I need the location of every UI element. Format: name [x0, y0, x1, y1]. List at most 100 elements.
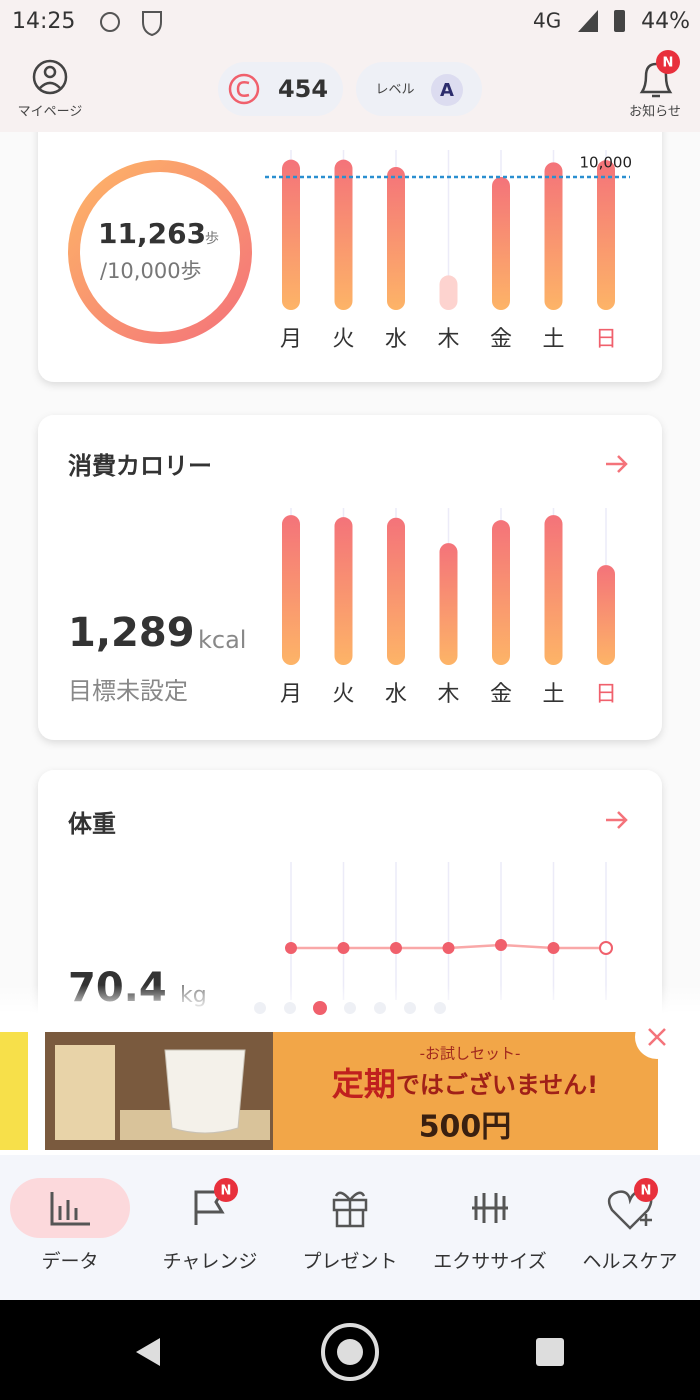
pager-dot-active [313, 1001, 327, 1015]
day-label: 火 [332, 327, 354, 352]
bar [492, 520, 510, 665]
notice-badge [656, 50, 680, 74]
home-button[interactable] [321, 1323, 379, 1381]
charts: 月火水木金土日10,000月火水木金土日 [265, 150, 632, 1000]
bar [597, 565, 615, 665]
status-icon [142, 11, 162, 37]
nav-items: データ チャレンジ N プレゼント エクササイズ ヘルスケア N [41, 1178, 678, 1273]
bar [282, 159, 300, 310]
weight-point [337, 942, 350, 954]
coin-count: 454 [278, 75, 328, 103]
ad-box [55, 1045, 115, 1140]
mypage-button[interactable]: マイページ [18, 59, 83, 120]
day-label: 日 [595, 327, 617, 352]
bell-icon[interactable] [639, 62, 673, 98]
progress-ring [68, 160, 252, 344]
weight-point [285, 942, 297, 954]
status-network: 4G [533, 9, 561, 33]
day-label: 火 [332, 682, 354, 707]
nav-icon[interactable] [50, 1192, 90, 1226]
weight-point [390, 942, 402, 954]
day-label: 土 [542, 327, 564, 352]
steps-goal: /10,000歩 [100, 259, 202, 283]
mypage-icon-body [39, 81, 61, 89]
calories-unit: kcal [198, 626, 246, 654]
ad-headline-rest: ではございません! [396, 1071, 598, 1099]
bar [492, 176, 510, 310]
bar [387, 166, 405, 310]
card-title: 体重 [68, 810, 116, 838]
status-time: 14:25 [12, 9, 75, 34]
bar [334, 159, 353, 310]
bar [439, 543, 458, 665]
day-label: 金 [490, 327, 512, 352]
notice-badge-text: N [663, 56, 674, 71]
ad-headline-strong: 定期 [332, 1065, 396, 1103]
bar [597, 160, 615, 310]
notice-button[interactable]: N お知らせ [629, 50, 681, 120]
battery-icon [614, 10, 625, 32]
bar [544, 515, 563, 665]
calories-value: 1,289 [68, 610, 195, 656]
status-battery: 44% [641, 9, 690, 34]
bar [544, 162, 563, 310]
level-label: レベル [375, 83, 414, 98]
ad-tag: -お試しセット- [420, 1045, 521, 1063]
nav-label[interactable]: ヘルスケア [582, 1251, 677, 1273]
weight-point [547, 942, 560, 954]
bar [334, 517, 353, 665]
coin-icon-c [236, 81, 250, 97]
pager-dot [434, 1002, 446, 1014]
nav-badge-text: N [641, 1184, 652, 1199]
nav-icon[interactable] [472, 1193, 508, 1223]
bar [439, 275, 458, 310]
nav-icon[interactable] [332, 1191, 368, 1228]
steps-value: 11,263 [98, 217, 206, 250]
nav-label[interactable]: プレゼント [302, 1251, 397, 1273]
nav-selected [10, 1178, 130, 1238]
ad-price: 500円 [419, 1110, 512, 1145]
goal-label: 10,000 [580, 153, 633, 171]
mypage-label: マイページ [18, 105, 83, 120]
arrow-icon[interactable] [606, 455, 628, 473]
nav-badge [214, 1178, 238, 1202]
mypage-icon[interactable] [32, 59, 68, 95]
coin-pill[interactable]: 454 [218, 62, 343, 116]
bar [282, 515, 300, 665]
app-header [0, 0, 700, 132]
nav-label[interactable]: チャレンジ [163, 1251, 258, 1273]
card-title: 消費カロリー [68, 452, 212, 480]
pager-dot [374, 1002, 386, 1014]
steps-unit: 歩 [205, 231, 219, 247]
nav-label[interactable]: データ [41, 1251, 98, 1273]
day-label: 木 [437, 682, 459, 707]
day-label: 土 [542, 682, 564, 707]
level-badge [431, 74, 463, 106]
signal-icon [578, 10, 598, 32]
level-value: A [440, 80, 454, 101]
bar [387, 517, 405, 665]
recents-button[interactable] [536, 1338, 564, 1366]
weight-point [495, 939, 507, 951]
back-button[interactable] [136, 1338, 160, 1366]
nav-badge [634, 1178, 658, 1202]
level-pill[interactable]: レベル A [356, 62, 482, 116]
home-dot [337, 1339, 363, 1365]
ad-headline: 定期ではございません! [332, 1065, 598, 1103]
day-label: 木 [437, 327, 459, 352]
day-label: 金 [490, 682, 512, 707]
ad-panel [273, 1032, 658, 1150]
calories-status: 目標未設定 [68, 677, 188, 705]
ad-banner[interactable]: -お試しセット- 定期ではございません! 500円 [0, 1015, 700, 1155]
pager-dot [284, 1002, 296, 1014]
weight-point [599, 941, 613, 955]
day-label: 月 [280, 682, 302, 707]
pager-dot [254, 1002, 266, 1014]
ad-close-icon[interactable] [648, 1028, 666, 1046]
coin-icon [228, 73, 260, 105]
arrow-icon[interactable] [606, 811, 628, 829]
nav-badge-text: N [221, 1184, 232, 1199]
nav-label[interactable]: エクササイズ [433, 1251, 546, 1273]
